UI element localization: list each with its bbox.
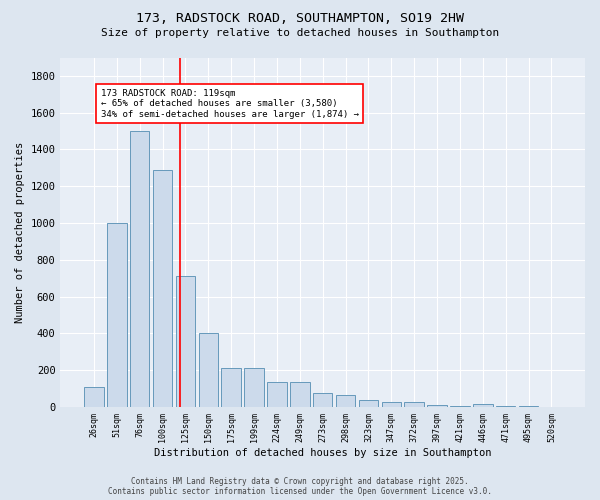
- Bar: [519, 406, 538, 407]
- Bar: [84, 387, 104, 407]
- Bar: [221, 368, 241, 407]
- Bar: [107, 223, 127, 407]
- Bar: [336, 395, 355, 407]
- Text: Size of property relative to detached houses in Southampton: Size of property relative to detached ho…: [101, 28, 499, 38]
- Text: Contains HM Land Registry data © Crown copyright and database right 2025.
Contai: Contains HM Land Registry data © Crown c…: [108, 476, 492, 496]
- X-axis label: Distribution of detached houses by size in Southampton: Distribution of detached houses by size …: [154, 448, 491, 458]
- Bar: [473, 404, 493, 407]
- Bar: [267, 382, 287, 407]
- Bar: [130, 131, 149, 407]
- Text: 173 RADSTOCK ROAD: 119sqm
← 65% of detached houses are smaller (3,580)
34% of se: 173 RADSTOCK ROAD: 119sqm ← 65% of detac…: [101, 89, 359, 118]
- Bar: [244, 368, 264, 407]
- Y-axis label: Number of detached properties: Number of detached properties: [15, 142, 25, 323]
- Bar: [359, 400, 378, 407]
- Bar: [450, 406, 470, 407]
- Bar: [290, 382, 310, 407]
- Bar: [199, 332, 218, 407]
- Bar: [404, 402, 424, 407]
- Bar: [153, 170, 172, 407]
- Bar: [176, 276, 195, 407]
- Bar: [496, 406, 515, 407]
- Text: 173, RADSTOCK ROAD, SOUTHAMPTON, SO19 2HW: 173, RADSTOCK ROAD, SOUTHAMPTON, SO19 2H…: [136, 12, 464, 26]
- Bar: [382, 402, 401, 407]
- Bar: [313, 394, 332, 407]
- Bar: [427, 405, 447, 407]
